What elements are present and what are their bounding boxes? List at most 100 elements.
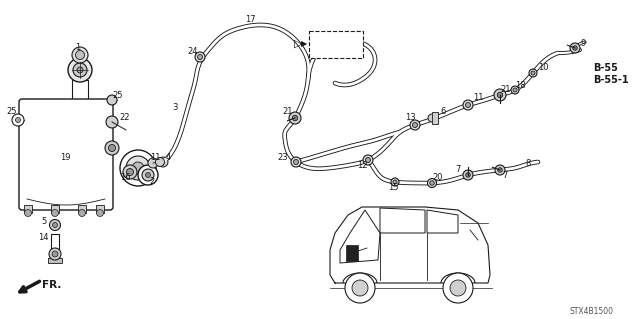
Circle shape [497, 92, 502, 98]
Circle shape [158, 157, 168, 167]
Bar [51, 234, 59, 254]
Text: STX4B1500: STX4B1500 [570, 308, 614, 316]
Text: 7: 7 [455, 166, 461, 174]
Circle shape [337, 40, 342, 44]
Circle shape [52, 222, 58, 227]
Circle shape [132, 162, 144, 174]
Text: 11: 11 [150, 153, 160, 162]
Circle shape [513, 88, 517, 92]
Circle shape [107, 95, 117, 105]
Circle shape [428, 114, 436, 122]
Text: 23: 23 [278, 153, 288, 162]
Text: 21: 21 [283, 108, 293, 116]
Text: 13: 13 [404, 114, 415, 122]
Text: 10: 10 [538, 63, 548, 72]
Bar [72, 80, 88, 102]
Circle shape [363, 155, 373, 165]
Circle shape [156, 158, 164, 167]
Circle shape [195, 52, 205, 62]
Circle shape [463, 170, 473, 180]
Circle shape [142, 169, 154, 181]
Circle shape [24, 210, 31, 217]
Text: 5: 5 [42, 218, 47, 226]
Text: 15: 15 [388, 183, 398, 192]
Circle shape [127, 168, 134, 175]
Bar [24, 205, 32, 213]
Circle shape [138, 165, 158, 185]
Circle shape [72, 47, 88, 63]
Text: 7: 7 [502, 170, 508, 180]
Circle shape [335, 37, 345, 47]
Bar [48, 258, 62, 263]
Circle shape [126, 156, 150, 180]
Text: B-55: B-55 [593, 63, 618, 73]
Circle shape [463, 100, 473, 110]
Circle shape [106, 116, 118, 128]
Text: FR.: FR. [42, 280, 61, 290]
Circle shape [292, 115, 298, 121]
Text: 24: 24 [188, 48, 198, 56]
Text: 8: 8 [525, 159, 531, 167]
Circle shape [365, 158, 371, 162]
Text: 22: 22 [120, 114, 131, 122]
Text: B-55-1: B-55-1 [593, 75, 628, 85]
Circle shape [352, 280, 368, 296]
Circle shape [123, 165, 137, 179]
Bar [346, 245, 358, 261]
Text: 17: 17 [244, 16, 255, 25]
Bar [51, 205, 59, 213]
Circle shape [97, 210, 104, 217]
Circle shape [450, 280, 466, 296]
Circle shape [148, 158, 158, 168]
Circle shape [105, 141, 119, 155]
Circle shape [79, 210, 86, 217]
Circle shape [443, 273, 473, 303]
Text: 25: 25 [7, 108, 17, 116]
Circle shape [391, 178, 399, 186]
Text: B-7-10: B-7-10 [319, 41, 353, 49]
Circle shape [109, 145, 115, 152]
Circle shape [289, 112, 301, 124]
Text: 12: 12 [356, 160, 367, 169]
Bar [78, 205, 86, 213]
Circle shape [73, 63, 87, 77]
FancyBboxPatch shape [309, 31, 363, 58]
Text: 9: 9 [580, 40, 586, 48]
Circle shape [49, 219, 61, 231]
Bar [432, 112, 438, 124]
Text: 21: 21 [500, 85, 511, 94]
Circle shape [51, 210, 58, 217]
Text: 3: 3 [172, 103, 178, 113]
Text: ▷: ▷ [294, 39, 302, 49]
Circle shape [465, 102, 470, 108]
Circle shape [573, 46, 577, 50]
Text: 11: 11 [473, 93, 483, 102]
Text: 20: 20 [433, 174, 444, 182]
Circle shape [531, 71, 535, 75]
Text: 4: 4 [165, 153, 171, 162]
Circle shape [77, 67, 83, 73]
Text: 2: 2 [149, 177, 155, 187]
Circle shape [393, 180, 397, 184]
Circle shape [198, 55, 202, 60]
Text: 14: 14 [38, 234, 48, 242]
Circle shape [12, 114, 24, 126]
Circle shape [466, 173, 470, 177]
Circle shape [15, 117, 20, 122]
Circle shape [52, 251, 58, 257]
Text: 6: 6 [440, 108, 445, 116]
Circle shape [120, 150, 156, 186]
Circle shape [291, 157, 301, 167]
Circle shape [332, 34, 348, 50]
Circle shape [429, 181, 435, 185]
Circle shape [410, 120, 420, 130]
Circle shape [570, 43, 580, 53]
Text: 1: 1 [76, 43, 81, 53]
Circle shape [495, 165, 505, 175]
Circle shape [529, 69, 537, 77]
Text: 25: 25 [113, 91, 124, 100]
Bar [96, 205, 104, 213]
Text: 16: 16 [120, 174, 131, 182]
Circle shape [511, 86, 519, 94]
Text: 18: 18 [515, 80, 525, 90]
